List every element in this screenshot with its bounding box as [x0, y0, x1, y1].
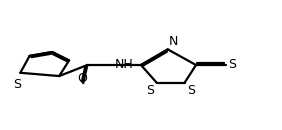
Text: N: N	[169, 35, 179, 48]
Text: S: S	[14, 78, 21, 91]
Text: S: S	[228, 58, 236, 71]
Text: S: S	[187, 84, 195, 97]
Text: S: S	[146, 84, 154, 97]
Text: NH: NH	[115, 58, 133, 71]
Text: O: O	[77, 72, 87, 84]
